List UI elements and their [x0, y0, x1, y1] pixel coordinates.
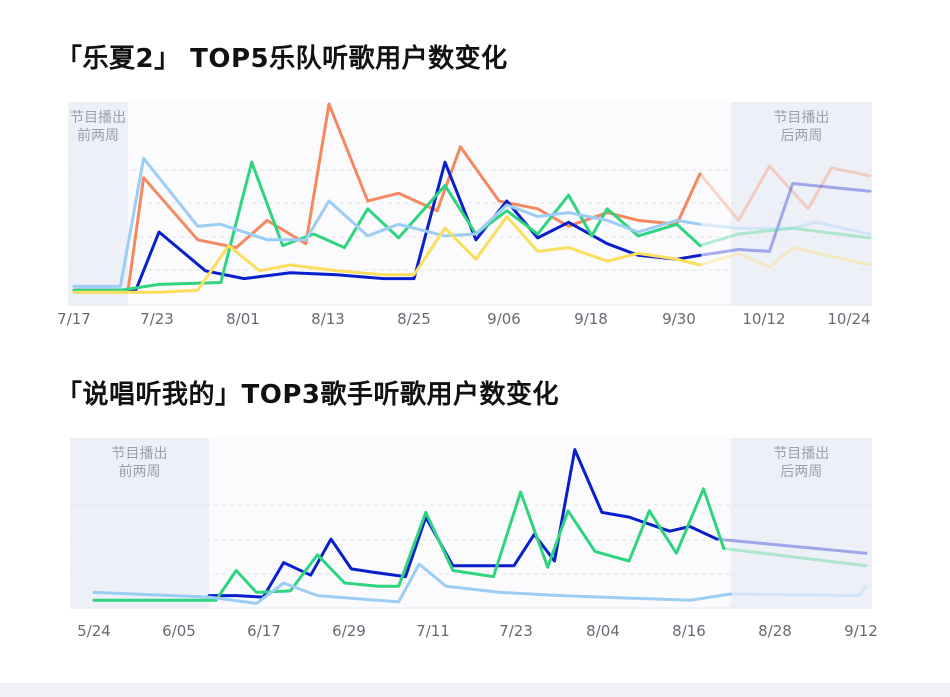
x-tick-label: 5/24	[77, 622, 111, 640]
footer-band	[0, 683, 950, 697]
series-line	[92, 487, 726, 602]
shaded-region	[730, 102, 872, 305]
shaded-region-label: 前两周	[77, 127, 119, 144]
series-line	[72, 215, 702, 294]
series-line-faded	[698, 220, 872, 236]
x-tick-label: 7/11	[416, 622, 450, 640]
series-line-faded	[698, 182, 872, 257]
x-tick-label: 8/16	[672, 622, 706, 640]
shaded-region-label: 节目播出	[773, 446, 829, 462]
series-line	[72, 102, 702, 292]
x-tick-label: 9/06	[487, 310, 521, 328]
chart-title-rapper: 「说唱听我的」TOP3歌手听歌用户数变化	[56, 380, 559, 410]
series-line	[72, 160, 702, 292]
series-line-faded	[698, 164, 872, 222]
x-tick-label: 10/24	[827, 310, 870, 328]
x-tick-label: 7/23	[140, 310, 174, 328]
shaded-region	[730, 438, 872, 608]
shaded-region-label: 节目播出	[773, 110, 829, 126]
x-tick-label: 6/29	[332, 622, 366, 640]
shaded-region-label: 前两周	[119, 463, 161, 480]
x-tick-label: 6/05	[162, 622, 196, 640]
x-tick-label: 8/13	[311, 310, 345, 328]
shaded-region-label: 后两周	[780, 128, 822, 144]
x-tick-label: 9/12	[844, 622, 878, 640]
series-line-faded	[698, 226, 872, 248]
series-line	[72, 156, 702, 288]
chart-title-band: 「乐夏2」 TOP5乐队听歌用户数变化	[56, 44, 508, 74]
x-tick-label: 7/23	[499, 622, 533, 640]
x-tick-label: 9/30	[662, 310, 696, 328]
series-line	[72, 160, 702, 292]
series-line-faded	[729, 584, 868, 598]
series-line-faded	[698, 246, 872, 269]
x-tick-label: 9/18	[574, 310, 608, 328]
shaded-region-label: 后两周	[780, 464, 822, 480]
x-tick-label: 8/28	[758, 622, 792, 640]
x-tick-label: 8/01	[226, 310, 260, 328]
x-tick-label: 8/04	[586, 622, 620, 640]
series-line-faded	[722, 547, 868, 568]
series-line-faded	[715, 537, 868, 555]
x-tick-label: 10/12	[742, 310, 785, 328]
shaded-region-label: 节目播出	[112, 446, 168, 462]
series-line	[92, 562, 733, 605]
series-line	[207, 448, 719, 599]
shaded-region-label: 节目播出	[70, 110, 126, 126]
x-tick-label: 6/17	[247, 622, 281, 640]
shaded-region	[70, 438, 210, 608]
x-tick-label: 7/17	[57, 310, 91, 328]
x-tick-label: 8/25	[397, 310, 431, 328]
